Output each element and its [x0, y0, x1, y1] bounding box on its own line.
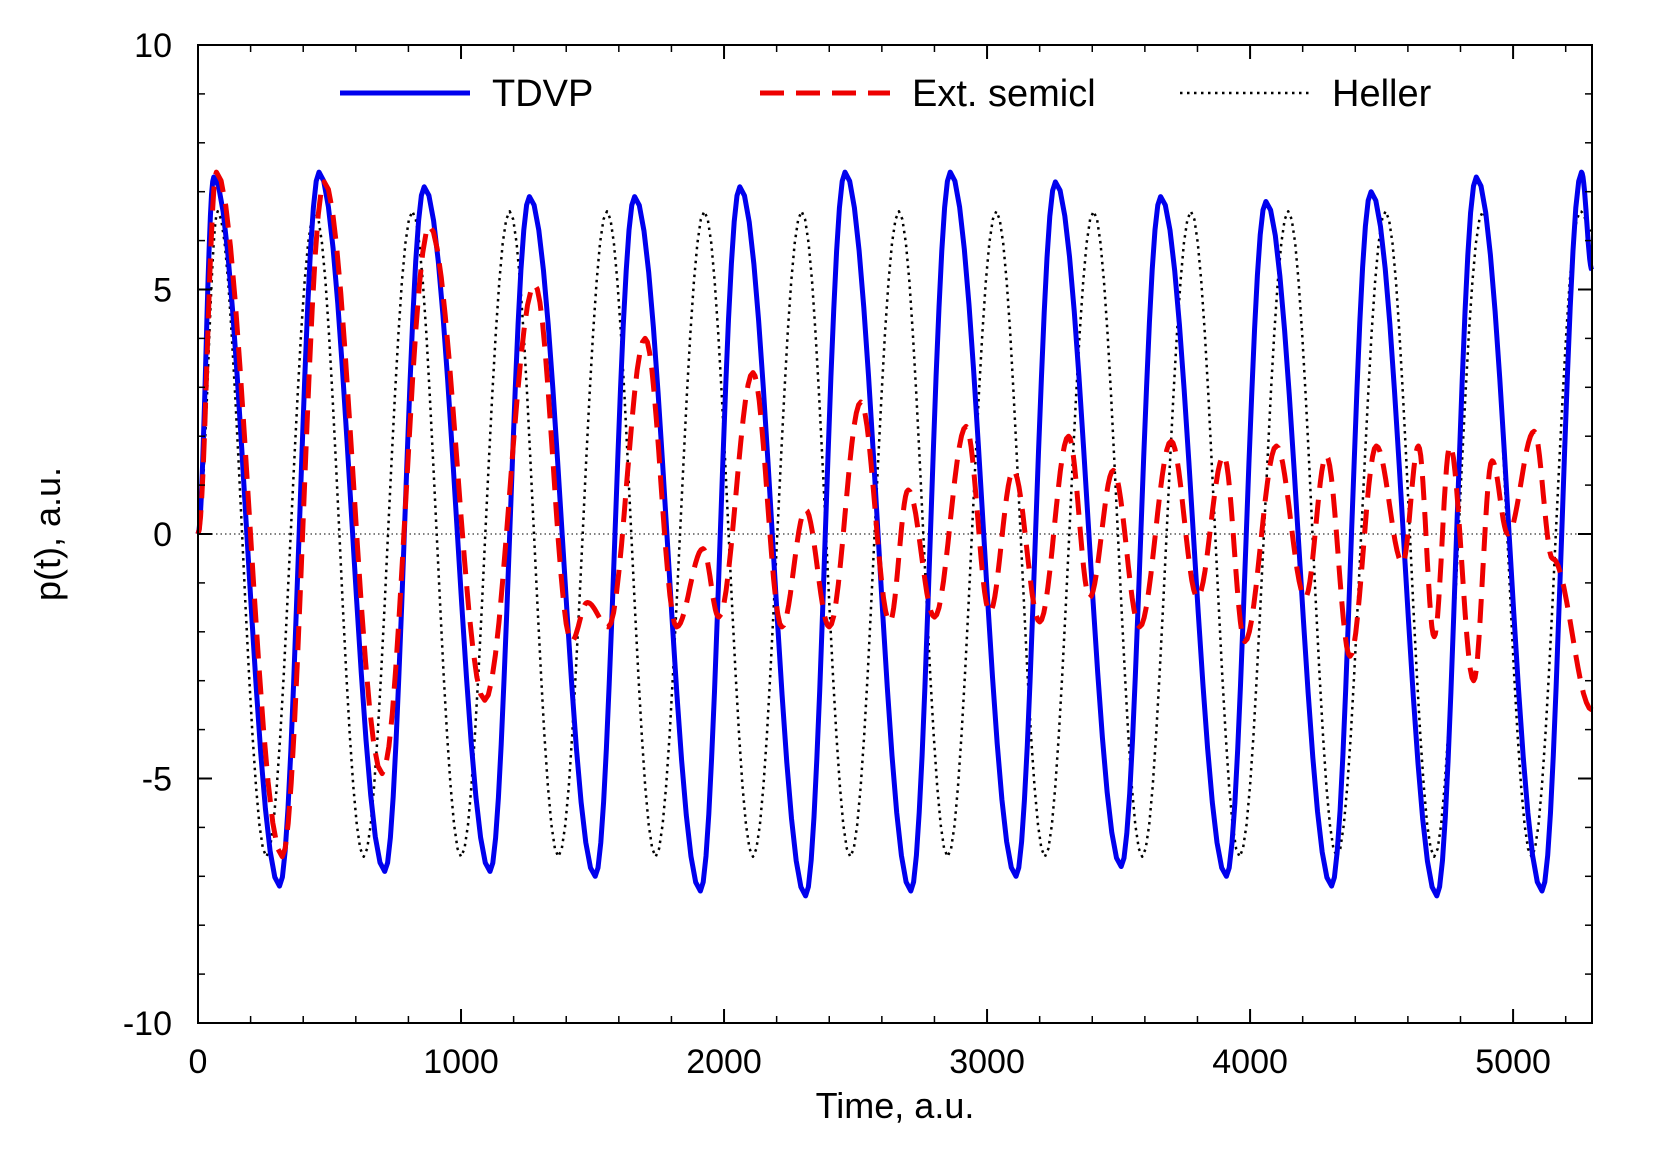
x-tick-label: 0: [189, 1043, 208, 1081]
y-tick-label: -5: [142, 761, 172, 799]
series-line-heller: [196, 210, 1593, 858]
y-tick-label: 0: [153, 516, 172, 554]
x-axis-title: Time, a.u.: [816, 1085, 975, 1126]
legend-label: TDVP: [492, 73, 593, 115]
legend-label: Ext. semicl: [912, 73, 1096, 115]
legend-label: Heller: [1332, 73, 1432, 115]
tick-labels-layer: 0 1000 2000 3000 4000 5000 -10 -5 0 5 10: [123, 27, 1551, 1081]
series-layer: [195, 169, 1595, 899]
x-tick-label: 2000: [686, 1043, 762, 1081]
x-tick-label: 5000: [1475, 1043, 1551, 1081]
legend: TDVP Ext. semicl Heller: [340, 73, 1432, 115]
y-axis-title: p(t), a.u.: [27, 467, 68, 601]
y-tick-label: 5: [153, 272, 172, 310]
series-line-tdvp: [195, 169, 1595, 899]
x-tick-label: 4000: [1212, 1043, 1288, 1081]
plot-frame: [197, 44, 1593, 1024]
y-tick-label: 10: [134, 27, 172, 65]
x-tick-label: 3000: [949, 1043, 1025, 1081]
x-tick-label: 1000: [423, 1043, 499, 1081]
series-line-ext-semicl: [195, 169, 1594, 860]
y-tick-label: -10: [123, 1005, 172, 1043]
